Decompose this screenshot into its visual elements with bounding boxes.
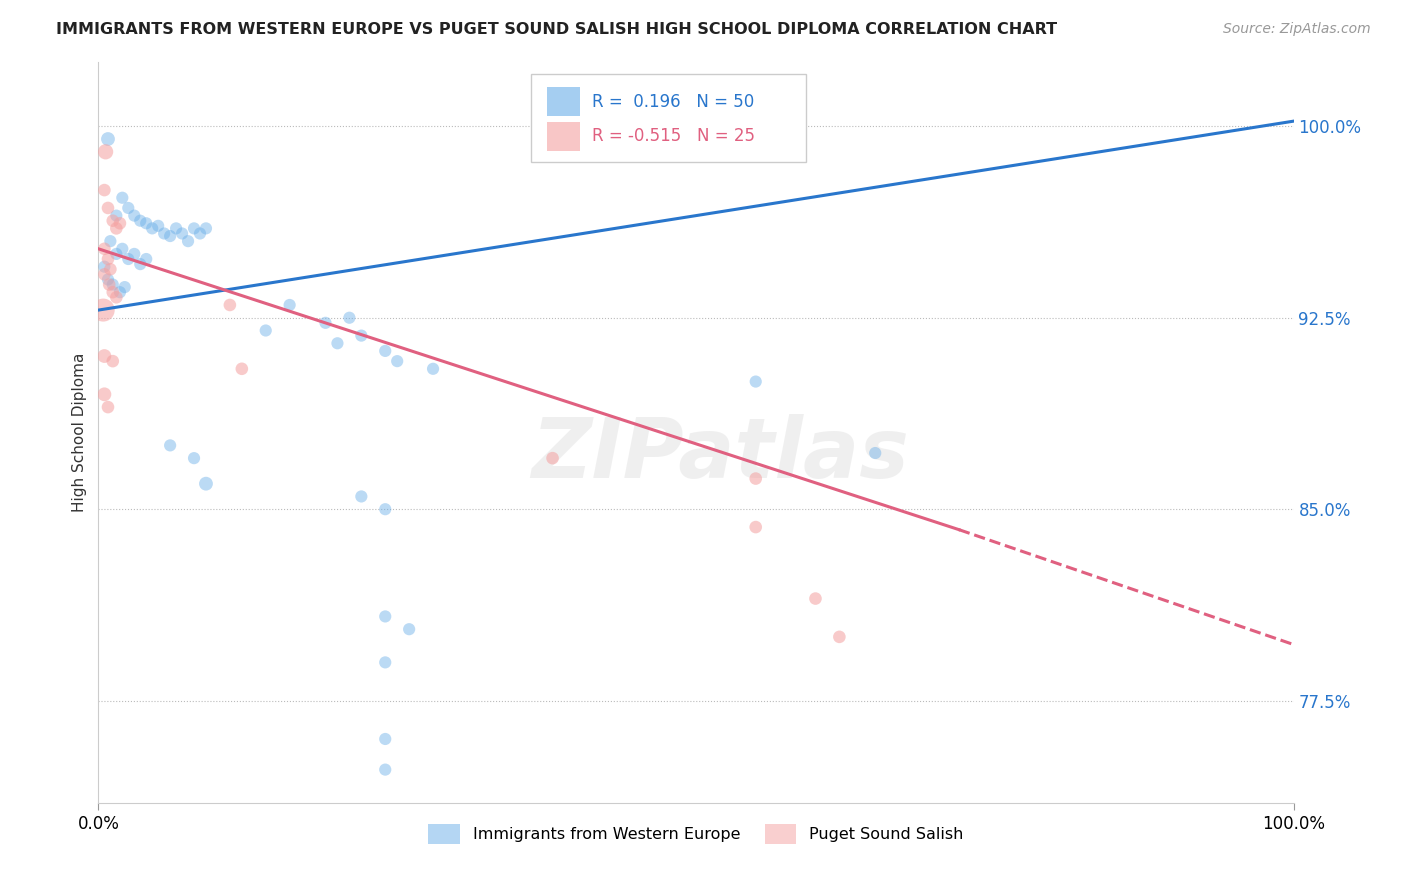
FancyBboxPatch shape xyxy=(547,121,581,152)
Point xyxy=(254,324,277,338)
Point xyxy=(91,303,114,318)
Point xyxy=(135,252,157,266)
Point xyxy=(374,763,396,777)
Point xyxy=(93,349,115,363)
Point xyxy=(374,656,396,670)
Point xyxy=(865,446,887,460)
Point xyxy=(101,285,124,300)
Point xyxy=(195,476,218,491)
Point xyxy=(97,400,120,414)
Point xyxy=(93,260,115,274)
Point xyxy=(97,201,120,215)
Point xyxy=(93,387,115,401)
Point xyxy=(804,591,827,606)
Point xyxy=(93,242,115,256)
Text: IMMIGRANTS FROM WESTERN EUROPE VS PUGET SOUND SALISH HIGH SCHOOL DIPLOMA CORRELA: IMMIGRANTS FROM WESTERN EUROPE VS PUGET … xyxy=(56,22,1057,37)
Point xyxy=(111,191,134,205)
Text: R = -0.515   N = 25: R = -0.515 N = 25 xyxy=(592,128,755,145)
Point xyxy=(93,183,115,197)
Point xyxy=(745,375,768,389)
FancyBboxPatch shape xyxy=(547,87,581,117)
Point xyxy=(124,247,146,261)
Point xyxy=(94,145,117,159)
Point xyxy=(98,277,121,292)
Point xyxy=(195,221,218,235)
Point xyxy=(141,221,163,235)
Point xyxy=(745,472,768,486)
Point xyxy=(374,502,396,516)
Point xyxy=(97,252,120,266)
Point xyxy=(101,213,124,227)
Point xyxy=(745,520,768,534)
Point xyxy=(135,216,157,230)
Point xyxy=(828,630,851,644)
Point xyxy=(105,221,128,235)
Point xyxy=(111,242,134,256)
Point xyxy=(117,201,139,215)
Point xyxy=(159,229,181,244)
Point xyxy=(97,272,120,286)
Point xyxy=(385,354,409,368)
Text: ZIPatlas: ZIPatlas xyxy=(531,414,908,495)
Point xyxy=(159,438,181,452)
Point xyxy=(374,731,396,746)
Text: Source: ZipAtlas.com: Source: ZipAtlas.com xyxy=(1223,22,1371,37)
Point xyxy=(183,221,205,235)
Point xyxy=(105,247,128,261)
Point xyxy=(124,209,146,223)
Point xyxy=(148,219,170,233)
Point xyxy=(105,290,128,304)
Point xyxy=(350,490,373,504)
Point xyxy=(374,609,396,624)
Point xyxy=(278,298,301,312)
Point xyxy=(219,298,242,312)
Point xyxy=(183,451,205,466)
Point xyxy=(114,280,136,294)
Point xyxy=(97,132,120,146)
Point xyxy=(101,277,124,292)
Point xyxy=(541,451,564,466)
Point xyxy=(422,361,444,376)
Point xyxy=(315,316,337,330)
Point xyxy=(129,213,152,227)
Point xyxy=(350,328,373,343)
Point xyxy=(398,622,420,636)
Point xyxy=(177,234,200,248)
Point xyxy=(101,354,124,368)
Point xyxy=(105,209,128,223)
Point xyxy=(129,257,152,271)
Text: R =  0.196   N = 50: R = 0.196 N = 50 xyxy=(592,93,754,111)
Point xyxy=(153,227,176,241)
Point xyxy=(326,336,349,351)
Legend: Immigrants from Western Europe, Puget Sound Salish: Immigrants from Western Europe, Puget So… xyxy=(422,818,970,850)
Point xyxy=(98,234,122,248)
Y-axis label: High School Diploma: High School Diploma xyxy=(72,353,87,512)
Point xyxy=(93,268,115,282)
FancyBboxPatch shape xyxy=(531,73,806,162)
Point xyxy=(108,285,131,300)
Point xyxy=(188,227,211,241)
Point xyxy=(108,216,131,230)
Point xyxy=(172,227,194,241)
Point xyxy=(98,262,122,277)
Point xyxy=(374,343,396,358)
Point xyxy=(231,361,253,376)
Point xyxy=(117,252,139,266)
Point xyxy=(165,221,187,235)
Point xyxy=(339,310,361,325)
